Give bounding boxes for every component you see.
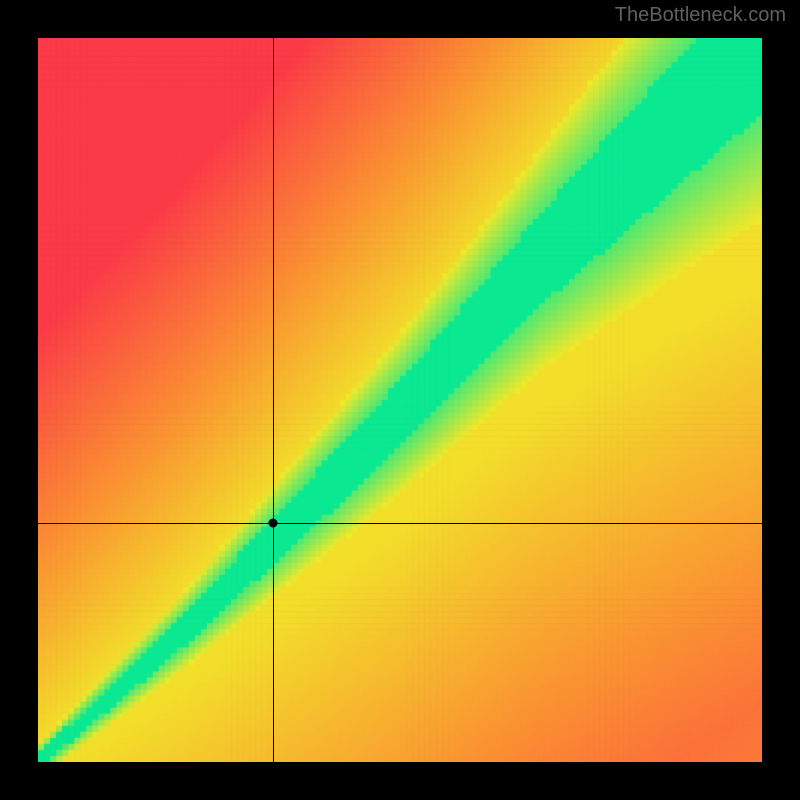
- crosshair-horizontal: [38, 523, 762, 524]
- attribution-text: TheBottleneck.com: [615, 4, 786, 27]
- crosshair-vertical: [273, 38, 274, 762]
- plot-area: [38, 38, 762, 762]
- chart-frame: TheBottleneck.com: [0, 0, 800, 800]
- heatmap-canvas: [38, 38, 762, 762]
- data-point-marker: [269, 519, 278, 528]
